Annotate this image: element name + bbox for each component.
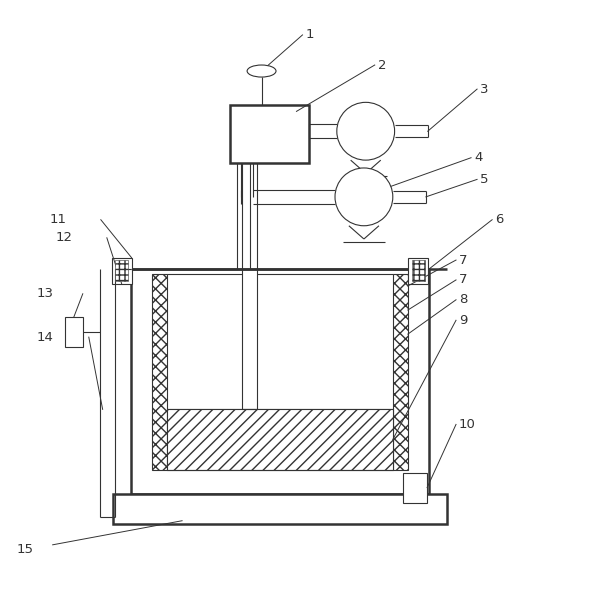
Bar	[231, 105, 309, 163]
Bar	[403, 473, 427, 503]
Text: 7: 7	[459, 273, 468, 287]
Circle shape	[337, 102, 394, 160]
Bar	[412, 260, 425, 281]
Text: 13: 13	[36, 287, 53, 300]
Text: 7: 7	[459, 253, 468, 267]
Text: 12: 12	[56, 231, 73, 244]
Ellipse shape	[247, 65, 276, 77]
Bar	[152, 274, 167, 470]
Circle shape	[335, 168, 393, 226]
Bar	[65, 317, 83, 347]
Bar	[116, 260, 128, 281]
Text: 8: 8	[459, 293, 468, 306]
Bar	[167, 409, 393, 470]
Text: 1: 1	[306, 28, 314, 42]
Text: 3: 3	[480, 82, 489, 96]
Text: 6: 6	[495, 213, 503, 226]
Text: 2: 2	[378, 58, 386, 72]
Text: 10: 10	[459, 418, 476, 431]
Text: 9: 9	[459, 314, 468, 327]
Bar	[408, 258, 428, 284]
Bar	[393, 274, 408, 470]
Bar	[131, 269, 429, 494]
Text: 15: 15	[16, 542, 33, 556]
Text: 11: 11	[50, 213, 67, 226]
Text: 5: 5	[480, 173, 489, 186]
Text: 4: 4	[474, 151, 482, 164]
Bar	[112, 258, 131, 284]
Bar	[113, 494, 447, 524]
Text: 14: 14	[36, 330, 53, 344]
